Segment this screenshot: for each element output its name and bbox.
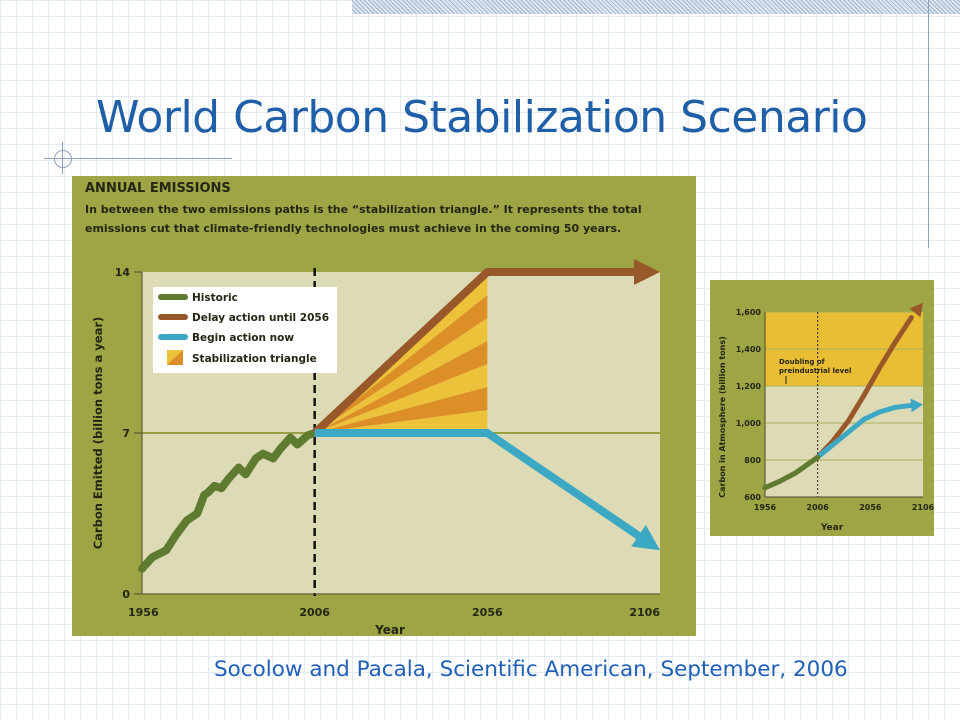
stabilization-wedge — [314, 295, 488, 433]
small-x-tick-label: 2106 — [912, 503, 934, 512]
legend-label-delay: Delay action until 2056 — [192, 312, 329, 324]
small-begin-line — [815, 402, 914, 460]
begin-action-arrowhead — [631, 524, 660, 551]
x-tick-label: 2006 — [299, 606, 330, 619]
small-x-tick-label: 2056 — [859, 503, 882, 512]
legend-box — [153, 287, 337, 373]
legend: Historic Delay action until 2056 Begin a… — [153, 287, 337, 373]
small-y-tick-label: 1,000 — [736, 419, 762, 428]
small-plot-layer: 600 800 1,000 1,200 1,400 1,600 1956 2006 2056 21… — [736, 302, 934, 512]
delay-action-arrowhead — [634, 259, 660, 285]
top-decorative-band — [352, 0, 960, 14]
decorative-circle — [54, 150, 72, 168]
small-y-tick-label: 1,600 — [736, 308, 762, 317]
begin-action-line — [314, 429, 646, 543]
legend-label-triangle: Stabilization triangle — [192, 353, 317, 365]
small-y-axis-label: Carbon in Atmosphere (billion tons) — [718, 336, 727, 498]
chart-subtitle-line-1: In between the two emissions paths is th… — [85, 203, 642, 216]
small-y-tick-label: 600 — [744, 493, 761, 502]
x-tick-label: 2106 — [629, 606, 660, 619]
delay-action-line — [311, 268, 640, 436]
y-axis-label: Carbon Emitted (billion tons a year) — [91, 317, 105, 550]
x-tick-label: 2056 — [472, 606, 503, 619]
legend-label-begin-now: Begin action now — [192, 332, 294, 344]
historic-line — [138, 429, 319, 573]
stabilization-wedge — [314, 410, 488, 433]
small-y-tick-label: 1,400 — [736, 345, 762, 354]
x-tick-label: 1956 — [128, 606, 159, 619]
decorative-vertical-line — [928, 0, 929, 248]
stabilization-wedge — [314, 341, 488, 433]
small-x-axis-label: Year — [820, 523, 844, 533]
small-x-tick-label: 2006 — [807, 503, 830, 512]
atmospheric-carbon-chart: 600 800 1,000 1,200 1,400 1,600 1956 2006 2056 21… — [710, 280, 934, 536]
small-begin-arrowhead — [910, 398, 923, 413]
y-tick-label: 0 — [122, 588, 130, 601]
small-annotation-line-1: Doubling of — [779, 358, 826, 366]
decorative-circle-stem — [62, 142, 63, 174]
decorative-horizontal-line — [44, 158, 232, 159]
slide-title: World Carbon Stabilization Scenario — [96, 92, 868, 143]
y-tick-label: 14 — [115, 266, 131, 279]
y-tick-label: 7 — [122, 427, 130, 440]
small-annotation-line-2: preindustrial level — [779, 367, 851, 375]
chart-title: ANNUAL EMISSIONS — [85, 181, 231, 196]
small-y-tick-label: 1,200 — [736, 382, 762, 391]
small-y-tick-label: 800 — [744, 456, 761, 465]
stabilization-wedge — [314, 364, 488, 433]
small-x-tick-label: 1956 — [754, 503, 777, 512]
x-axis-label: Year — [374, 623, 405, 636]
small-delay-arrowhead — [909, 302, 923, 318]
chart-subtitle-line-2: emissions cut that climate-friendly tech… — [85, 222, 621, 235]
annual-emissions-chart: ANNUAL EMISSIONS In between the two emis… — [72, 176, 696, 636]
stabilization-wedge — [314, 318, 488, 433]
legend-swatch-triangle-dark — [167, 350, 183, 365]
stabilization-wedge — [314, 387, 488, 433]
legend-label-historic: Historic — [192, 292, 238, 304]
plot-layer: 0 7 14 1956 2006 2056 2106 — [115, 259, 660, 619]
small-historic-line — [762, 454, 821, 491]
citation: Socolow and Pacala, Scientific American,… — [214, 657, 848, 682]
